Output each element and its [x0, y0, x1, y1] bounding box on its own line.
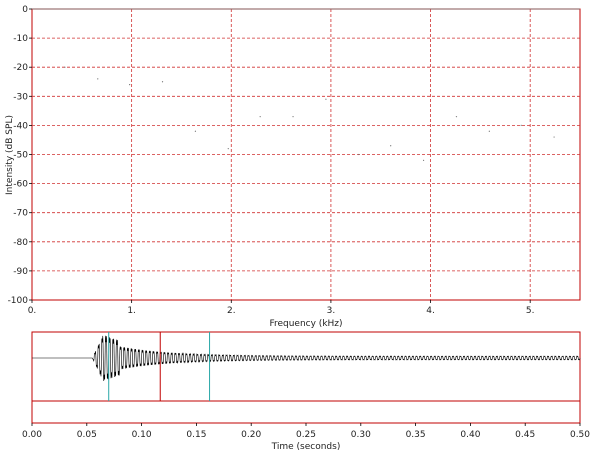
spectrum-y-tick-label: -70 [13, 209, 28, 219]
spectrum-x-tick-label: 3. [327, 306, 336, 316]
spectrum-y-tick-label: -50 [13, 151, 28, 161]
waveform-x-tick-label: 0.05 [77, 430, 97, 440]
spectrum-peak-point [162, 81, 163, 82]
waveform-x-tick-label: 0.00 [22, 430, 42, 440]
spectrum-peak-point [64, 67, 65, 68]
spectrum-y-tick-label: -90 [13, 267, 28, 277]
spectrum-y-tick-label: -80 [13, 238, 28, 248]
spectrum-peak-point [358, 154, 359, 155]
waveform-x-tick-label: 0.40 [460, 430, 480, 440]
spectrum-y-tick-label: -60 [13, 180, 28, 190]
spectrum-peak-point [423, 160, 424, 161]
spectrum-x-axis-label: Frequency (kHz) [269, 319, 342, 329]
spectrum-peak-point [489, 131, 490, 132]
spectrum-y-tick-label: -20 [13, 63, 28, 73]
spectrum-panel: 0 -10 -20 -30 -40 -50 -60 -70 -80 -90 -100 0. 1. 2. 3… [5, 5, 580, 329]
spectrum-peak-point [97, 78, 98, 79]
spectrum-y-tick-label: 0 [22, 5, 28, 15]
spectrum-x-tick-label: 2. [227, 306, 236, 316]
spectrum-peak-point [390, 145, 391, 146]
spectrum-peak-point [325, 99, 326, 100]
waveform-x-tick-label: 0.20 [241, 430, 261, 440]
waveform-x-tick-label: 0.30 [351, 430, 371, 440]
waveform-x-tick-label: 0.15 [186, 430, 206, 440]
spectrum-y-tick-label: -10 [13, 34, 28, 44]
spectrum-x-tick-label: 5. [526, 306, 535, 316]
waveform-x-tick-label: 0.35 [406, 430, 426, 440]
spectrum-y-tick-label: -100 [8, 296, 29, 306]
spectrum-peak-point [553, 136, 554, 137]
spectrum-x-tick-label: 0. [28, 306, 37, 316]
waveform-x-tick-label: 0.25 [296, 430, 316, 440]
spectrum-peak-point [260, 116, 261, 117]
spectrum-y-tick-label: -30 [13, 92, 28, 102]
waveform-panel: 0.00 0.05 0.10 0.15 0.20 0.25 0.30 0.35 0.40 0.45… [22, 332, 590, 452]
spectrum-peak-point [456, 116, 457, 117]
spectrum-x-tick-label: 4. [426, 306, 435, 316]
spectrum-peak-point [195, 131, 196, 132]
waveform-x-tick-label: 0.45 [515, 430, 535, 440]
spectrum-peak-point [228, 148, 229, 149]
spectrum-y-tick-label: -40 [13, 121, 28, 131]
waveform-x-tick-label: 0.50 [570, 430, 590, 440]
spectrum-y-axis-label: Intensity (dB SPL) [5, 115, 15, 195]
waveform-x-tick-label: 0.10 [132, 430, 152, 440]
waveform-x-axis-label: Time (seconds) [271, 442, 341, 452]
spectrum-x-tick-label: 1. [127, 306, 136, 316]
waveform-x-ticks: 0.00 0.05 0.10 0.15 0.20 0.25 0.30 0.35 0.40 0.45… [22, 423, 590, 440]
spectrum-peak-point [292, 116, 293, 117]
spectrum-peak-point [521, 125, 522, 126]
spectrum-peak-point [129, 84, 130, 85]
spectrum-x-ticks: 0. 1. 2. 3. 4. 5. [28, 300, 535, 316]
